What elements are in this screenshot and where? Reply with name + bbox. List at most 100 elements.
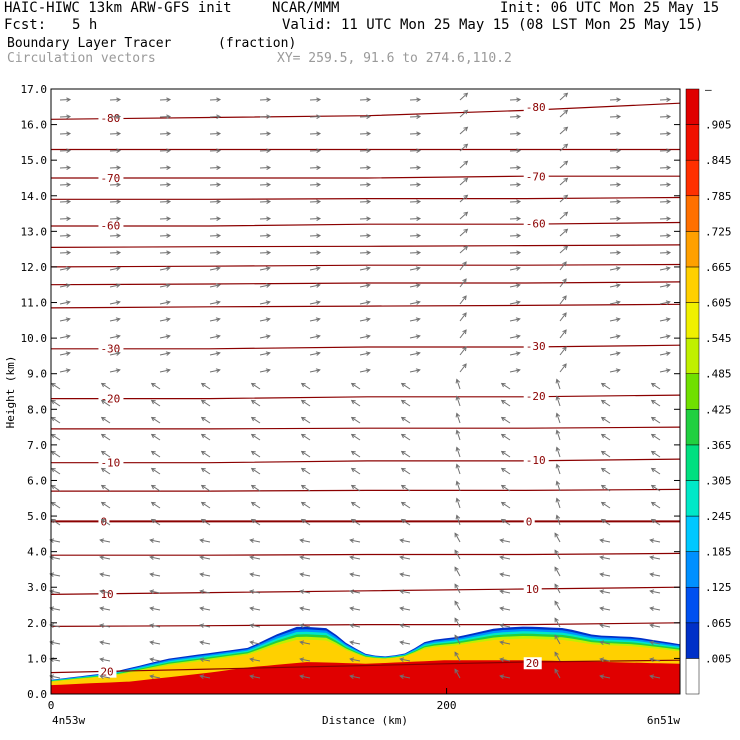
- wind-vector-head: [249, 538, 255, 543]
- wind-vector: [501, 417, 511, 424]
- wind-vector-head: [416, 216, 422, 222]
- wind-vector: [659, 267, 670, 271]
- wind-vector: [659, 284, 670, 288]
- wind-vector: [456, 464, 461, 475]
- wind-vector-head: [215, 266, 221, 271]
- wind-vector-head: [563, 92, 569, 98]
- wind-vector-head: [216, 182, 222, 188]
- wind-vector: [250, 590, 261, 594]
- wind-vector: [651, 417, 661, 424]
- wind-vector: [459, 143, 468, 152]
- wind-vector-head: [65, 368, 71, 373]
- wind-vector: [259, 267, 270, 271]
- wind-vector-head: [516, 199, 522, 205]
- wind-vector-head: [315, 334, 321, 339]
- wind-vector-head: [265, 334, 271, 339]
- isotherm-label-bg: [98, 342, 124, 355]
- wind-vector: [251, 451, 261, 458]
- wind-vector-head: [66, 97, 72, 103]
- wind-vector-head: [616, 131, 622, 137]
- y-tick-label: 7.0: [27, 439, 47, 452]
- wind-vector-head: [265, 351, 271, 356]
- wind-vector-head: [49, 623, 55, 628]
- wind-vector-head: [455, 480, 461, 486]
- colorbar-swatch: [685, 337, 700, 374]
- wind-vector: [109, 369, 120, 373]
- colorbar-swatch: [685, 551, 700, 588]
- wind-vector-head: [666, 250, 672, 256]
- wind-vector: [509, 301, 520, 305]
- wind-vector-head: [216, 131, 222, 137]
- y-tick-label: 1.0: [27, 652, 47, 665]
- wind-vector-head: [66, 182, 72, 188]
- wind-vector: [59, 369, 70, 373]
- wind-vector: [109, 352, 120, 356]
- wind-vector: [509, 369, 520, 373]
- wind-vector: [659, 335, 670, 339]
- wind-vector: [300, 675, 311, 679]
- wind-vector: [459, 346, 467, 356]
- wind-vector-head: [463, 109, 469, 115]
- wind-vector-head: [365, 300, 371, 305]
- wind-vector-head: [563, 211, 569, 217]
- y-tick-label: 4.0: [27, 546, 47, 559]
- wind-vector: [200, 556, 211, 560]
- wind-vector: [200, 539, 211, 543]
- wind-vector-head: [350, 416, 356, 422]
- wind-vector: [359, 335, 370, 339]
- wind-vector: [459, 295, 467, 305]
- wind-vector: [101, 468, 111, 475]
- wind-vector-head: [463, 228, 469, 234]
- wind-vector: [609, 352, 620, 356]
- wind-vector-head: [266, 131, 272, 137]
- wind-vector: [101, 400, 111, 407]
- wind-vector-head: [499, 606, 505, 611]
- wind-vector-head: [600, 382, 606, 388]
- wind-vector: [459, 211, 468, 220]
- wind-vector: [150, 658, 161, 662]
- wind-vector-head: [266, 114, 272, 120]
- forecast-label: Fcst:: [4, 17, 47, 33]
- wind-vector: [459, 160, 468, 169]
- circulation-vectors: [49, 92, 672, 679]
- wind-vector: [250, 607, 261, 611]
- wind-vector-head: [349, 555, 355, 560]
- wind-vector: [409, 352, 420, 356]
- isotherm-label-bg: [523, 340, 549, 353]
- wind-vector-head: [400, 450, 406, 456]
- wind-vector-head: [666, 148, 672, 154]
- wind-vector: [401, 417, 411, 424]
- wind-vector-head: [615, 283, 621, 288]
- wind-vector-head: [599, 572, 605, 577]
- wind-vector-head: [399, 538, 405, 543]
- wind-vector: [509, 352, 520, 356]
- wind-vector-head: [500, 450, 506, 456]
- colorbar-swatch: [685, 231, 700, 268]
- wind-vector: [600, 556, 611, 560]
- wind-vector: [600, 675, 611, 679]
- wind-vector: [59, 352, 70, 356]
- wind-vector-head: [650, 399, 656, 405]
- wind-vector-head: [265, 300, 271, 305]
- wind-vector: [559, 329, 567, 339]
- wind-vector-head: [649, 606, 655, 611]
- wind-vector-head: [554, 634, 559, 640]
- y-tick-label: 14.0: [21, 190, 48, 203]
- wind-vector-head: [599, 657, 605, 662]
- wind-vector: [300, 556, 311, 560]
- colorbar-swatch: [685, 124, 700, 161]
- wind-vector-head: [116, 199, 122, 205]
- wind-vector-head: [116, 114, 122, 120]
- wind-vector: [51, 400, 61, 407]
- wind-vector-head: [66, 233, 72, 239]
- wind-vector: [301, 383, 311, 390]
- isotherm-label: 10: [526, 583, 539, 596]
- isotherm-label-bg: [98, 456, 124, 469]
- wind-vector-head: [399, 589, 405, 594]
- init-time: Init: 06 UTC Mon 25 May 15: [500, 0, 720, 16]
- wind-vector-head: [416, 182, 422, 188]
- wind-vector: [556, 396, 561, 407]
- wind-vector: [456, 481, 461, 492]
- wind-vector-head: [600, 433, 606, 439]
- wind-vector: [109, 284, 120, 288]
